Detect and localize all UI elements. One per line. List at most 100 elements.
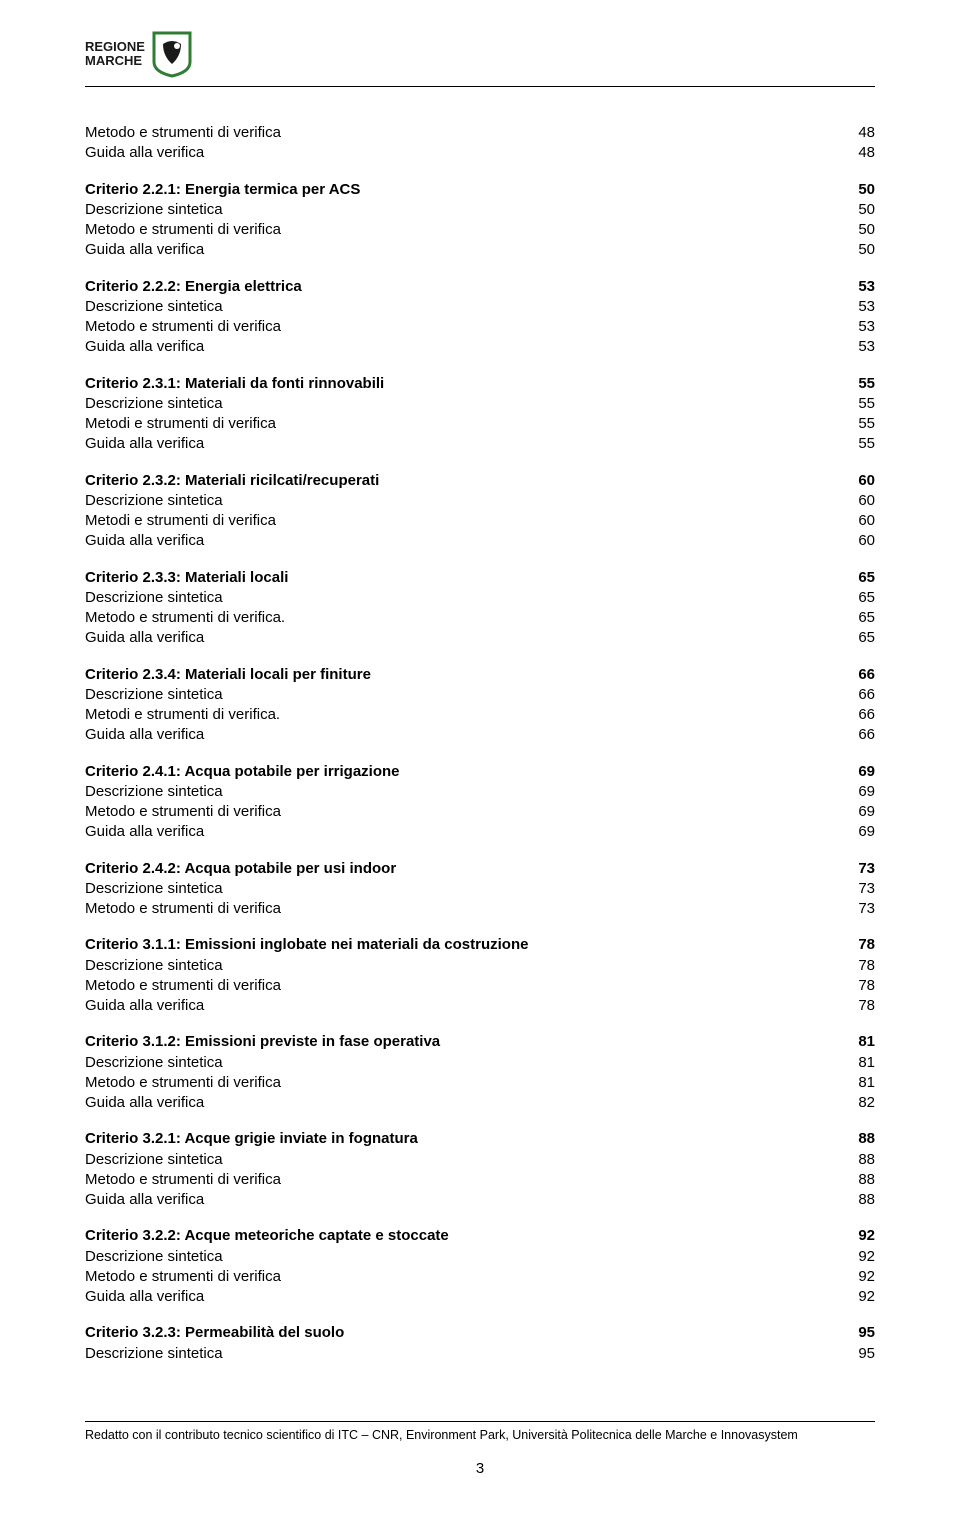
toc-row: Criterio 3.2.2: Acque meteoriche captate… bbox=[85, 1226, 875, 1246]
toc-row: Descrizione sintetica60 bbox=[85, 491, 875, 511]
toc-page-number: 60 bbox=[835, 471, 875, 491]
toc-page-number: 66 bbox=[835, 705, 875, 725]
toc-group: Metodo e strumenti di verifica48Guida al… bbox=[85, 123, 875, 164]
toc-page-number: 69 bbox=[835, 802, 875, 822]
header-logo-area: REGIONE MARCHE bbox=[85, 30, 875, 78]
toc-label: Criterio 3.2.2: Acque meteoriche captate… bbox=[85, 1226, 835, 1246]
logo-line2: MARCHE bbox=[85, 53, 142, 68]
toc-page-number: 95 bbox=[835, 1323, 875, 1343]
toc-page-number: 73 bbox=[835, 859, 875, 879]
toc-page-number: 88 bbox=[835, 1190, 875, 1210]
toc-group: Criterio 2.3.1: Materiali da fonti rinno… bbox=[85, 374, 875, 455]
toc-group: Criterio 2.3.4: Materiali locali per fin… bbox=[85, 665, 875, 746]
toc-row: Descrizione sintetica78 bbox=[85, 956, 875, 976]
toc-label: Metodo e strumenti di verifica bbox=[85, 1073, 835, 1093]
toc-label: Guida alla verifica bbox=[85, 628, 835, 648]
toc-row: Descrizione sintetica73 bbox=[85, 879, 875, 899]
toc-row: Metodi e strumenti di verifica.66 bbox=[85, 705, 875, 725]
toc-label: Descrizione sintetica bbox=[85, 394, 835, 414]
toc-row: Criterio 3.2.1: Acque grigie inviate in … bbox=[85, 1129, 875, 1149]
toc-label: Metodo e strumenti di verifica bbox=[85, 1170, 835, 1190]
toc-page-number: 50 bbox=[835, 180, 875, 200]
toc-row: Guida alla verifica66 bbox=[85, 725, 875, 745]
page-container: REGIONE MARCHE Metodo e strumenti di ver… bbox=[0, 0, 960, 1430]
toc-page-number: 73 bbox=[835, 899, 875, 919]
toc-page-number: 81 bbox=[835, 1053, 875, 1073]
toc-group: Criterio 2.4.1: Acqua potabile per irrig… bbox=[85, 762, 875, 843]
toc-label: Criterio 2.3.1: Materiali da fonti rinno… bbox=[85, 374, 835, 394]
toc-group: Criterio 2.4.2: Acqua potabile per usi i… bbox=[85, 859, 875, 920]
toc-row: Criterio 2.4.1: Acqua potabile per irrig… bbox=[85, 762, 875, 782]
toc-label: Metodi e strumenti di verifica. bbox=[85, 705, 835, 725]
toc-row: Criterio 2.2.1: Energia termica per ACS5… bbox=[85, 180, 875, 200]
toc-row: Descrizione sintetica65 bbox=[85, 588, 875, 608]
toc-row: Criterio 3.1.1: Emissioni inglobate nei … bbox=[85, 935, 875, 955]
toc-group: Criterio 2.2.1: Energia termica per ACS5… bbox=[85, 180, 875, 261]
toc-label: Descrizione sintetica bbox=[85, 491, 835, 511]
toc-row: Criterio 2.4.2: Acqua potabile per usi i… bbox=[85, 859, 875, 879]
toc-page-number: 66 bbox=[835, 725, 875, 745]
toc-label: Descrizione sintetica bbox=[85, 956, 835, 976]
toc-row: Descrizione sintetica92 bbox=[85, 1247, 875, 1267]
toc-label: Descrizione sintetica bbox=[85, 685, 835, 705]
toc-page-number: 81 bbox=[835, 1032, 875, 1052]
toc-page-number: 55 bbox=[835, 374, 875, 394]
toc-page-number: 53 bbox=[835, 277, 875, 297]
toc-row: Metodo e strumenti di verifica92 bbox=[85, 1267, 875, 1287]
toc-label: Metodo e strumenti di verifica. bbox=[85, 608, 835, 628]
toc-label: Descrizione sintetica bbox=[85, 1344, 835, 1364]
toc-group: Criterio 2.3.3: Materiali locali65Descri… bbox=[85, 568, 875, 649]
toc-page-number: 73 bbox=[835, 879, 875, 899]
toc-page-number: 60 bbox=[835, 511, 875, 531]
toc-label: Criterio 2.3.4: Materiali locali per fin… bbox=[85, 665, 835, 685]
toc-label: Metodo e strumenti di verifica bbox=[85, 1267, 835, 1287]
toc-page-number: 53 bbox=[835, 337, 875, 357]
toc-page-number: 60 bbox=[835, 531, 875, 551]
table-of-contents: Metodo e strumenti di verifica48Guida al… bbox=[85, 123, 875, 1364]
toc-row: Descrizione sintetica55 bbox=[85, 394, 875, 414]
toc-row: Metodo e strumenti di verifica81 bbox=[85, 1073, 875, 1093]
toc-label: Guida alla verifica bbox=[85, 337, 835, 357]
toc-label: Metodi e strumenti di verifica bbox=[85, 511, 835, 531]
toc-row: Guida alla verifica92 bbox=[85, 1287, 875, 1307]
toc-label: Guida alla verifica bbox=[85, 1093, 835, 1113]
toc-row: Criterio 3.2.3: Permeabilità del suolo95 bbox=[85, 1323, 875, 1343]
toc-page-number: 88 bbox=[835, 1170, 875, 1190]
toc-page-number: 81 bbox=[835, 1073, 875, 1093]
toc-label: Guida alla verifica bbox=[85, 434, 835, 454]
toc-label: Metodo e strumenti di verifica bbox=[85, 802, 835, 822]
toc-row: Guida alla verifica65 bbox=[85, 628, 875, 648]
toc-page-number: 92 bbox=[835, 1226, 875, 1246]
toc-page-number: 78 bbox=[835, 976, 875, 996]
toc-label: Criterio 2.2.2: Energia elettrica bbox=[85, 277, 835, 297]
toc-page-number: 65 bbox=[835, 588, 875, 608]
toc-label: Metodo e strumenti di verifica bbox=[85, 899, 835, 919]
toc-row: Guida alla verifica88 bbox=[85, 1190, 875, 1210]
toc-label: Guida alla verifica bbox=[85, 1190, 835, 1210]
toc-label: Metodo e strumenti di verifica bbox=[85, 976, 835, 996]
toc-label: Criterio 2.4.2: Acqua potabile per usi i… bbox=[85, 859, 835, 879]
toc-row: Metodo e strumenti di verifica50 bbox=[85, 220, 875, 240]
toc-label: Guida alla verifica bbox=[85, 996, 835, 1016]
toc-row: Criterio 2.3.4: Materiali locali per fin… bbox=[85, 665, 875, 685]
toc-page-number: 65 bbox=[835, 628, 875, 648]
toc-label: Metodo e strumenti di verifica bbox=[85, 220, 835, 240]
toc-page-number: 53 bbox=[835, 317, 875, 337]
toc-row: Descrizione sintetica95 bbox=[85, 1344, 875, 1364]
toc-row: Descrizione sintetica81 bbox=[85, 1053, 875, 1073]
toc-row: Guida alla verifica82 bbox=[85, 1093, 875, 1113]
toc-row: Descrizione sintetica88 bbox=[85, 1150, 875, 1170]
toc-row: Criterio 3.1.2: Emissioni previste in fa… bbox=[85, 1032, 875, 1052]
toc-row: Guida alla verifica53 bbox=[85, 337, 875, 357]
toc-row: Metodi e strumenti di verifica60 bbox=[85, 511, 875, 531]
toc-page-number: 78 bbox=[835, 956, 875, 976]
toc-label: Criterio 2.3.2: Materiali ricilcati/recu… bbox=[85, 471, 835, 491]
toc-label: Criterio 3.2.3: Permeabilità del suolo bbox=[85, 1323, 835, 1343]
toc-row: Metodo e strumenti di verifica88 bbox=[85, 1170, 875, 1190]
toc-label: Descrizione sintetica bbox=[85, 782, 835, 802]
toc-label: Metodo e strumenti di verifica bbox=[85, 123, 835, 143]
toc-label: Criterio 2.3.3: Materiali locali bbox=[85, 568, 835, 588]
toc-row: Criterio 2.3.1: Materiali da fonti rinno… bbox=[85, 374, 875, 394]
regione-marche-logo: REGIONE MARCHE bbox=[85, 30, 193, 78]
toc-page-number: 88 bbox=[835, 1129, 875, 1149]
